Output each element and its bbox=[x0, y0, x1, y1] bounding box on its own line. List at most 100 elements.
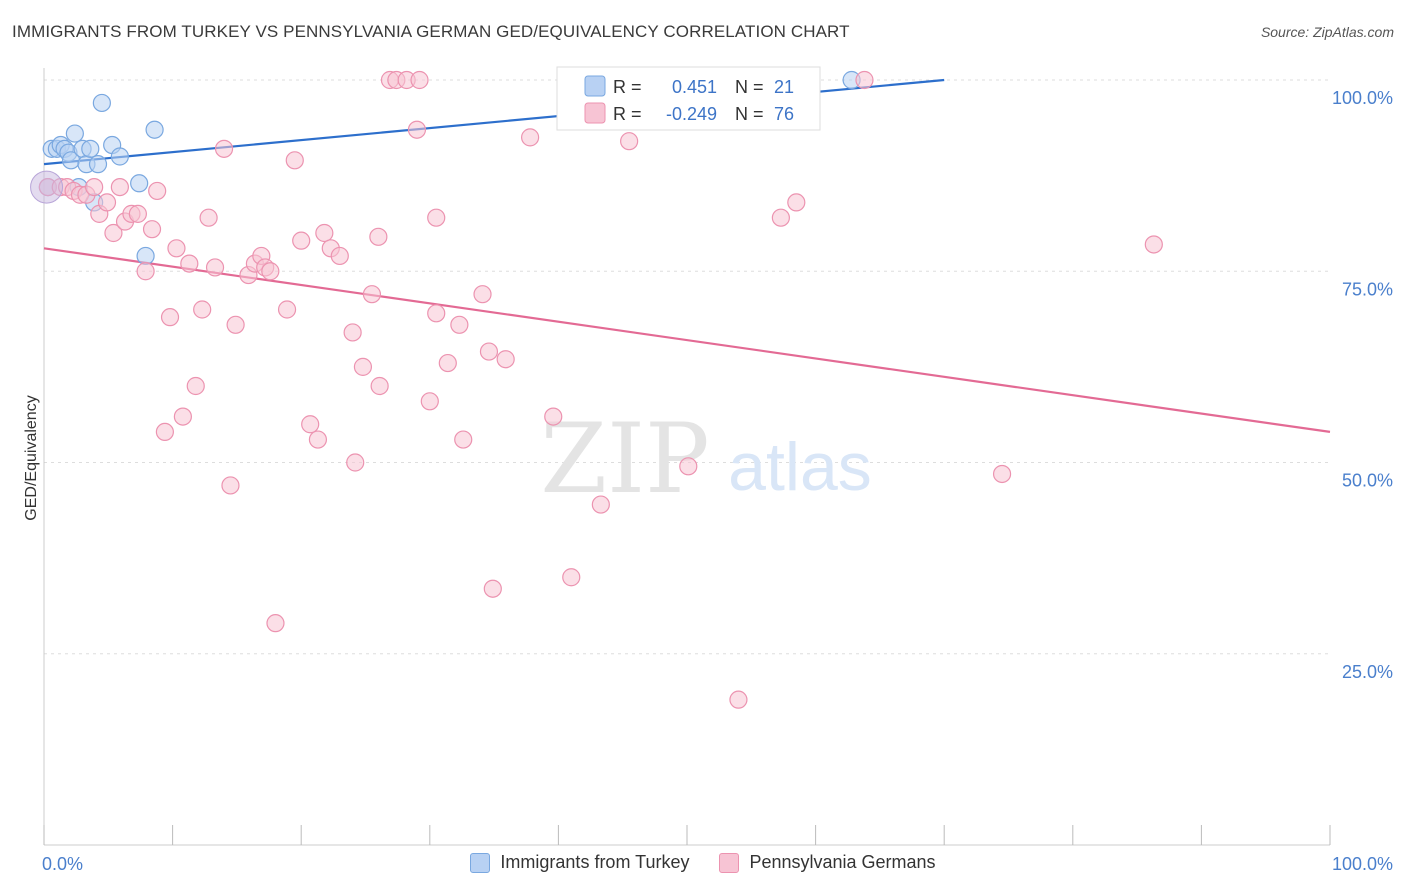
y-axis-label: GED/Equivalency bbox=[23, 395, 40, 520]
pa-german-point bbox=[483, 579, 502, 598]
pa-german-point bbox=[214, 139, 234, 158]
stats-r-value: -0.249 bbox=[666, 104, 717, 124]
pa-german-point bbox=[85, 178, 104, 197]
chart-title: IMMIGRANTS FROM TURKEY VS PENNSYLVANIA G… bbox=[12, 22, 850, 41]
cluster-point bbox=[30, 170, 64, 204]
pa-german-point bbox=[787, 193, 806, 212]
turkey-point bbox=[92, 93, 111, 113]
pa-german-point bbox=[1144, 235, 1163, 254]
x-tick-label: 0.0% bbox=[42, 854, 83, 874]
legend-swatch-blue bbox=[470, 852, 491, 873]
stats-r-value: 0.451 bbox=[672, 77, 717, 97]
pa-german-point bbox=[454, 430, 473, 449]
pa-german-point bbox=[343, 323, 362, 342]
pa-german-point bbox=[148, 181, 167, 201]
pa-german-point bbox=[136, 262, 155, 281]
pa-german-point bbox=[473, 285, 492, 304]
pa-german-point bbox=[221, 476, 240, 495]
stats-n-label: N = bbox=[735, 77, 764, 97]
legend-label: Pennsylvania Germans bbox=[749, 852, 936, 872]
legend-label: Immigrants from Turkey bbox=[500, 852, 690, 872]
pa-german-point bbox=[992, 464, 1012, 484]
pa-german-point bbox=[855, 70, 874, 90]
y-tick-label: 25.0% bbox=[1342, 662, 1393, 682]
pa-german-trend-line bbox=[43, 247, 1331, 433]
x-tick-labels: 0.0% 100.0% bbox=[42, 854, 1393, 874]
pa-german-point bbox=[438, 353, 457, 373]
pa-german-point bbox=[591, 495, 610, 514]
grid-lines bbox=[44, 79, 1330, 655]
pa-german-point bbox=[167, 239, 186, 258]
pa-german-point bbox=[292, 231, 311, 250]
pa-german-point bbox=[479, 342, 499, 361]
source-label: Source: ZipAtlas.com bbox=[1260, 24, 1394, 40]
pa-german-point bbox=[97, 193, 117, 212]
pa-german-point bbox=[110, 178, 129, 197]
pa-german-point bbox=[160, 308, 180, 327]
pa-german-point bbox=[427, 304, 446, 323]
y-tick-label: 100.0% bbox=[1332, 88, 1393, 108]
pa-german-point bbox=[544, 407, 563, 426]
pa-german-point bbox=[277, 300, 297, 319]
y-tick-label: 50.0% bbox=[1342, 471, 1393, 491]
pa-german-point bbox=[729, 690, 748, 709]
pa-german-point bbox=[427, 208, 446, 227]
stats-n-value: 21 bbox=[774, 77, 794, 97]
y-tick-label: 75.0% bbox=[1342, 279, 1393, 299]
stats-r-label: R = bbox=[613, 77, 642, 97]
pa-german-point bbox=[420, 392, 439, 411]
turkey-point bbox=[136, 246, 155, 266]
pa-german-point bbox=[266, 614, 285, 633]
y-tick-labels: 100.0% 75.0% 50.0% 25.0% bbox=[1332, 88, 1393, 682]
pa-german-point bbox=[308, 430, 328, 449]
pa-german-point bbox=[450, 315, 469, 334]
turkey-point bbox=[110, 147, 129, 166]
turkey-point bbox=[145, 120, 164, 139]
pa-german-point bbox=[496, 350, 515, 369]
watermark-atlas: atlas bbox=[728, 429, 872, 505]
pa-german-point bbox=[410, 70, 429, 90]
stats-swatch-pink bbox=[584, 102, 606, 124]
pa-german-point bbox=[128, 204, 147, 223]
x-tick-label: 100.0% bbox=[1332, 854, 1393, 874]
trend-lines bbox=[43, 78, 1331, 433]
data-points bbox=[30, 70, 1163, 709]
turkey-point bbox=[130, 174, 149, 193]
legend-item-pennsylvania-germans: Pennsylvania Germans bbox=[719, 852, 936, 873]
pa-german-point bbox=[104, 223, 123, 243]
pa-german-point bbox=[142, 220, 162, 239]
pa-german-point bbox=[261, 262, 280, 281]
pa-german-point bbox=[679, 457, 698, 476]
legend-swatch-pink bbox=[719, 852, 740, 873]
series-legend: Immigrants from Turkey Pennsylvania Germ… bbox=[0, 852, 1406, 873]
pa-german-point bbox=[301, 415, 320, 434]
stats-r-label: R = bbox=[613, 104, 642, 124]
pa-german-point bbox=[369, 227, 388, 246]
pa-german-point bbox=[353, 357, 373, 376]
turkey-point bbox=[88, 155, 108, 174]
pa-german-point bbox=[173, 407, 192, 426]
pa-german-point bbox=[370, 376, 389, 396]
pa-german-point bbox=[155, 422, 174, 441]
pa-german-point bbox=[346, 453, 365, 472]
turkey-point bbox=[81, 139, 100, 158]
pa-german-point bbox=[205, 258, 225, 277]
watermark: ZIP atlas bbox=[540, 403, 871, 515]
stats-legend: R = 0.451 N = 21 R = -0.249 N = 76 bbox=[556, 66, 821, 131]
pa-german-point bbox=[362, 285, 382, 304]
pa-german-point bbox=[521, 128, 540, 147]
pa-german-point bbox=[285, 151, 304, 170]
pa-german-point bbox=[315, 223, 334, 243]
turkey-point bbox=[65, 124, 84, 143]
pa-german-point bbox=[620, 132, 639, 151]
pa-german-point bbox=[407, 120, 427, 139]
pa-german-point bbox=[180, 254, 199, 273]
pa-german-point bbox=[186, 376, 205, 396]
pa-german-point bbox=[562, 568, 581, 587]
pa-german-point bbox=[771, 208, 790, 227]
watermark-zip: ZIP bbox=[540, 403, 709, 515]
legend-item-turkey: Immigrants from Turkey bbox=[470, 852, 689, 873]
stats-n-value: 76 bbox=[774, 104, 794, 124]
pa-german-point bbox=[226, 315, 245, 334]
